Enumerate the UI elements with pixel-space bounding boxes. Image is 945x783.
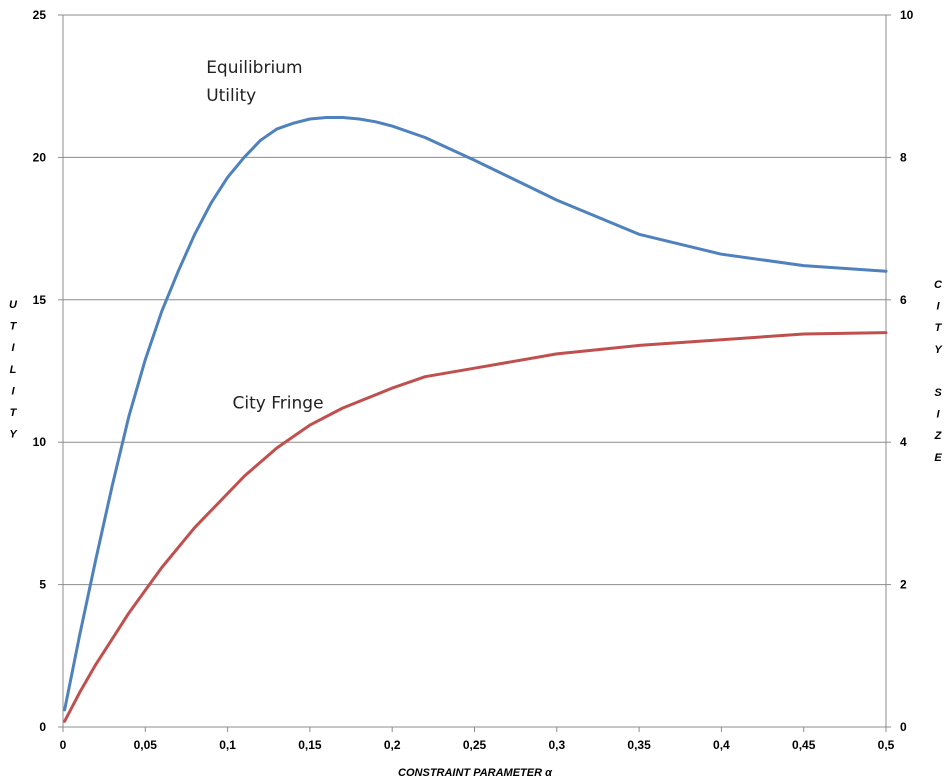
axis-title-letter: L — [10, 364, 17, 376]
axis-title-letter: Z — [934, 430, 943, 442]
axis-title-letter: T — [10, 321, 18, 333]
axis-title-letter: I — [11, 342, 15, 354]
axis-title-letter: I — [11, 385, 15, 397]
plot-frame — [62, 14, 887, 728]
y2-tick-label: 4 — [900, 435, 907, 449]
x-tick-label: 0,25 — [463, 738, 487, 752]
series-line — [63, 116, 888, 712]
y2-tick-label: 8 — [900, 150, 907, 164]
axis-title-letter: Y — [934, 344, 943, 356]
x-tick-label: 0,35 — [627, 738, 651, 752]
y2-tick-label: 2 — [900, 578, 907, 592]
y2-tick-label: 0 — [900, 720, 907, 734]
annotation-label: City Fringe — [233, 393, 324, 413]
y-tick-label: 0 — [39, 720, 46, 734]
axis-title-letter: T — [10, 407, 18, 419]
x-tick-label: 0,45 — [792, 738, 816, 752]
axis-title-letter: T — [935, 322, 943, 334]
y-tick-label: 20 — [33, 150, 47, 164]
series-layer — [63, 116, 888, 723]
x-tick-label: 0,15 — [298, 738, 322, 752]
y-tick-label: 10 — [33, 435, 47, 449]
y-tick-label: 5 — [39, 578, 46, 592]
tick-labels: 0 0,05 0,1 0,15 0,2 0,25 0,3 0,35 0,4 0,45 0,5 0 5 10… — [33, 8, 914, 752]
x-tick-label: 0,3 — [548, 738, 565, 752]
x-tick-label: 0,5 — [878, 738, 895, 752]
x-tick-label: 0,2 — [384, 738, 401, 752]
axis-title-letter: S — [934, 387, 942, 399]
annotations: Equilibrium Utility City Fringe — [206, 58, 323, 413]
axis-title-letter: Y — [9, 429, 18, 441]
axis-title-letter: E — [934, 452, 942, 464]
x-tick-label: 0,05 — [134, 738, 158, 752]
axis-title-letter: I — [936, 301, 940, 313]
axis-title-letter: I — [936, 409, 940, 421]
axis-title-letter: C — [934, 279, 943, 291]
x-axis-title: CONSTRAINT PARAMETER α — [398, 767, 553, 779]
y-tick-label: 15 — [33, 293, 47, 307]
y2-tick-label: 6 — [900, 293, 907, 307]
annotation-label: Equilibrium — [206, 58, 302, 78]
annotation-label: Utility — [206, 86, 256, 106]
gridlines — [58, 14, 891, 732]
y-tick-label: 25 — [33, 8, 47, 22]
axis-title-letter: U — [9, 299, 18, 311]
series-line — [63, 331, 888, 723]
x-tick-label: 0 — [60, 738, 67, 752]
y2-tick-label: 10 — [900, 8, 914, 22]
x-tick-label: 0,1 — [219, 738, 236, 752]
x-tick-label: 0,4 — [713, 738, 730, 752]
